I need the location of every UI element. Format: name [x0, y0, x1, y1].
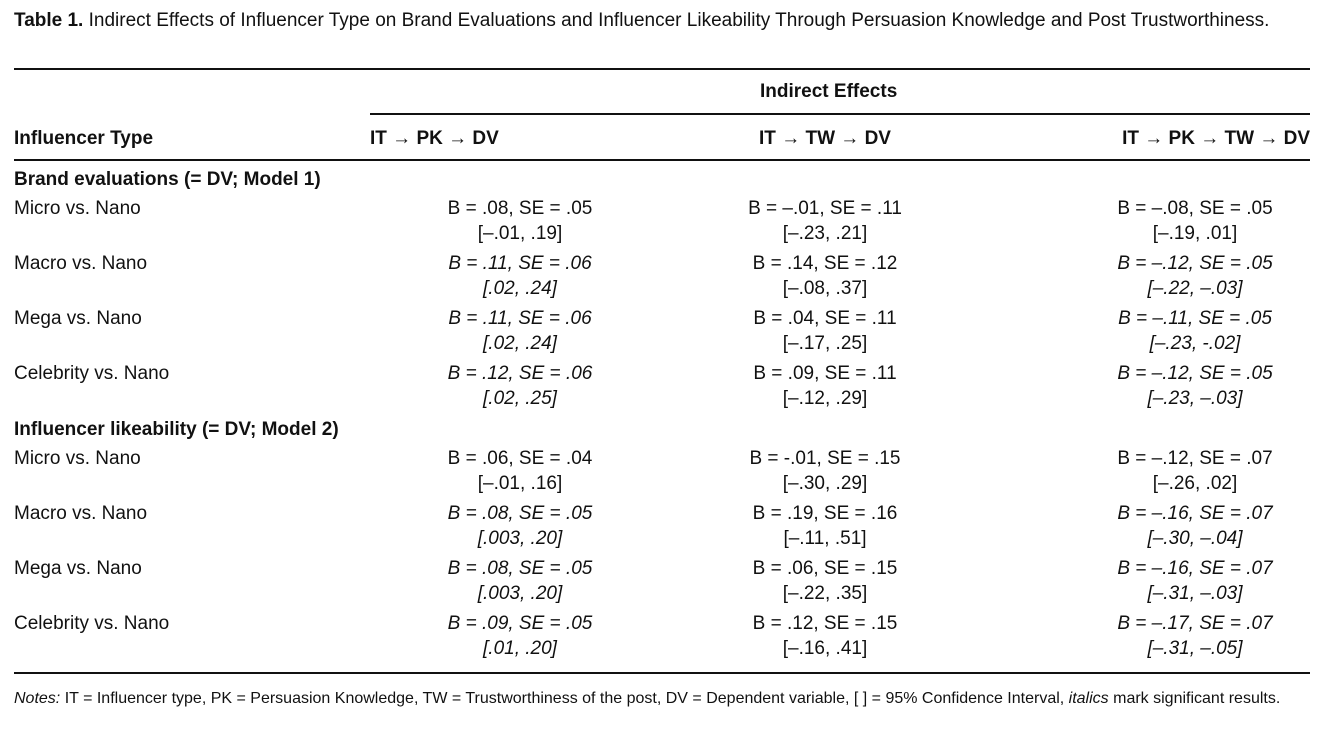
effect-estimate: B = –.12, SE = .07 [1117, 448, 1273, 469]
table-title: Indirect Effects of Influencer Type on B… [88, 10, 1270, 31]
confidence-interval: [–.08, .37] [782, 278, 868, 299]
confidence-interval: [–.19, .01] [1152, 223, 1238, 244]
notes-text-end: mark significant results. [1108, 690, 1281, 707]
effect-estimate: B = –.01, SE = .11 [748, 198, 902, 219]
effect-estimate: B = .11, SE = .06 [448, 253, 592, 274]
confidence-interval: [–.01, .16] [477, 473, 563, 494]
effect-estimate: B = –.12, SE = .05 [1117, 363, 1273, 384]
effect-estimate: B = –.12, SE = .05 [1117, 253, 1273, 274]
effect-estimate: B = .09, SE = .05 [447, 613, 593, 634]
confidence-interval: [–.31, –.03] [1147, 583, 1243, 604]
indirect-effects-header: Indirect Effects [760, 81, 898, 102]
effect-estimate: B = .19, SE = .16 [752, 503, 898, 524]
effect-estimate: B = .04, SE = .11 [753, 308, 897, 329]
confidence-interval: [–.22, –.03] [1147, 278, 1243, 299]
row-label: Macro vs. Nano [14, 253, 148, 274]
spanner-rule [370, 113, 1310, 115]
effect-estimate: B = .12, SE = .06 [447, 363, 593, 384]
confidence-interval: [–.12, .29] [782, 388, 868, 409]
col2-header: IT → TW → DV [759, 128, 891, 149]
section-title: Brand evaluations (= DV; Model 1) [14, 169, 321, 190]
row-label: Micro vs. Nano [14, 448, 141, 469]
effect-estimate: B = .14, SE = .12 [752, 253, 898, 274]
header-rule [14, 159, 1310, 161]
effect-estimate: B = -.01, SE = .15 [749, 448, 901, 469]
row-label: Micro vs. Nano [14, 198, 141, 219]
col3-header: IT → PK → TW → DV [1122, 128, 1310, 149]
confidence-interval: [–.30, –.04] [1147, 528, 1243, 549]
table-caption: Table 1. Indirect Effects of Influencer … [14, 8, 1314, 33]
confidence-interval: [.02, .25] [483, 388, 557, 409]
confidence-interval: [.01, .20] [483, 638, 557, 659]
confidence-interval: [–.31, –.05] [1147, 638, 1243, 659]
confidence-interval: [–.01, .19] [477, 223, 563, 244]
notes-italics-word: italics [1068, 690, 1109, 707]
effect-estimate: B = –.16, SE = .07 [1117, 503, 1273, 524]
row-label: Macro vs. Nano [14, 503, 148, 524]
confidence-interval: [.003, .20] [477, 528, 563, 549]
table-notes: Notes: IT = Influencer type, PK = Persua… [14, 686, 1314, 711]
section-title: Influencer likeability (= DV; Model 2) [14, 419, 339, 440]
effect-estimate: B = .06, SE = .04 [447, 448, 593, 469]
effect-estimate: B = .12, SE = .15 [752, 613, 898, 634]
effect-estimate: B = .09, SE = .11 [753, 363, 897, 384]
effect-estimate: B = .11, SE = .06 [448, 308, 592, 329]
effect-estimate: B = –.08, SE = .05 [1117, 198, 1273, 219]
effect-estimate: B = .08, SE = .05 [447, 558, 593, 579]
table-label: Table 1. [14, 10, 84, 31]
confidence-interval: [–.11, .51] [783, 528, 867, 549]
row-label: Celebrity vs. Nano [14, 613, 170, 634]
notes-label: Notes: [14, 690, 61, 707]
confidence-interval: [–.17, .25] [782, 333, 868, 354]
effect-estimate: B = –.11, SE = .05 [1118, 308, 1272, 329]
confidence-interval: [.003, .20] [477, 583, 563, 604]
confidence-interval: [–.30, .29] [782, 473, 868, 494]
effect-estimate: B = –.16, SE = .07 [1117, 558, 1273, 579]
row-label: Mega vs. Nano [14, 308, 142, 329]
row-label: Celebrity vs. Nano [14, 363, 170, 384]
confidence-interval: [–.16, .41] [782, 638, 868, 659]
effect-estimate: B = –.17, SE = .07 [1117, 613, 1273, 634]
bottom-rule [14, 672, 1310, 674]
col1-header: IT → PK → DV [370, 128, 499, 149]
effect-estimate: B = .08, SE = .05 [447, 198, 593, 219]
confidence-interval: [–.22, .35] [782, 583, 868, 604]
row-label: Mega vs. Nano [14, 558, 142, 579]
influencer-type-header: Influencer Type [14, 128, 154, 149]
effect-estimate: B = .06, SE = .15 [752, 558, 898, 579]
confidence-interval: [–.23, –.03] [1147, 388, 1243, 409]
notes-text: IT = Influencer type, PK = Persuasion Kn… [60, 690, 1069, 707]
confidence-interval: [–.26, .02] [1152, 473, 1238, 494]
confidence-interval: [–.23, -.02] [1149, 333, 1241, 354]
top-rule [14, 68, 1310, 70]
confidence-interval: [.02, .24] [483, 278, 557, 299]
confidence-interval: [.02, .24] [483, 333, 557, 354]
confidence-interval: [–.23, .21] [782, 223, 868, 244]
effect-estimate: B = .08, SE = .05 [447, 503, 593, 524]
